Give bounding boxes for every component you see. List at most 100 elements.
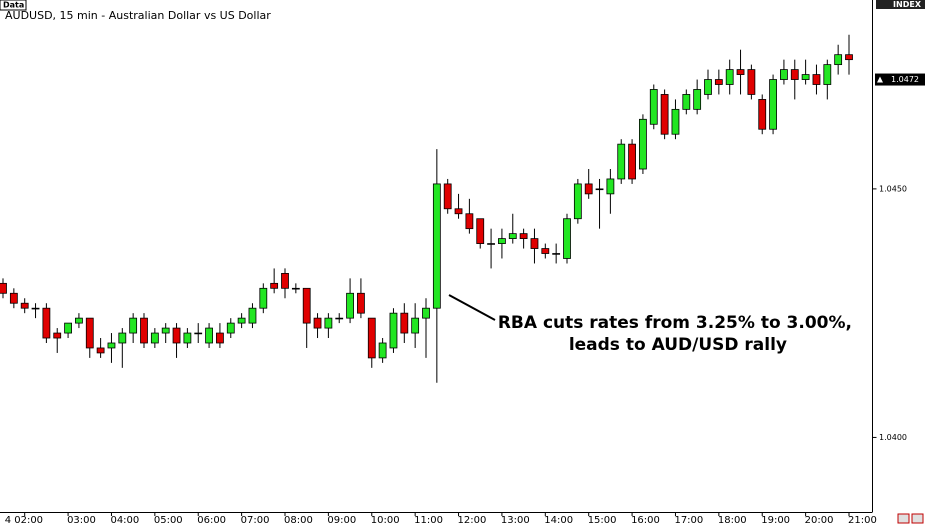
data-tab[interactable] <box>0 0 27 11</box>
candle-body <box>736 69 745 75</box>
candle-body <box>595 188 604 191</box>
x-tick-label: 07:00 <box>241 515 270 525</box>
candle-body <box>780 69 788 80</box>
x-tick-label: 12:00 <box>458 515 487 525</box>
candle-body <box>476 218 485 244</box>
candle-body <box>704 79 712 95</box>
candle-body <box>259 287 268 309</box>
candle-body <box>649 89 658 125</box>
x-tick-label: 20:00 <box>805 515 834 525</box>
candle-body <box>42 307 51 339</box>
x-tick-label: 17:00 <box>674 515 703 525</box>
x-tick-label: 04:00 <box>110 515 139 525</box>
candle-body <box>487 243 495 245</box>
data-tab-label: Data <box>3 1 24 10</box>
x-tick-label: 03:00 <box>67 515 96 525</box>
candle-body <box>454 208 463 215</box>
candle-body <box>563 218 571 259</box>
candle-body <box>769 79 777 130</box>
candle-body <box>671 108 680 135</box>
candle-body <box>812 74 821 85</box>
candle-body <box>302 287 311 324</box>
x-tick-label: 21:00 <box>848 515 877 525</box>
candle-body <box>20 302 29 309</box>
candle-body <box>9 292 18 304</box>
candle-body <box>693 89 702 110</box>
candle-body <box>96 347 105 354</box>
candle-body <box>140 317 148 344</box>
candle-body <box>465 213 474 230</box>
candle-body <box>639 118 647 170</box>
x-tick-label: 05:00 <box>154 515 183 525</box>
candle-body <box>400 312 409 334</box>
candle-body <box>411 317 420 334</box>
candle-body <box>617 143 626 180</box>
candle-body <box>432 183 441 309</box>
x-tick-label: 08:00 <box>284 515 313 525</box>
candle-body <box>183 332 192 344</box>
candle-body <box>248 307 257 324</box>
candle-body <box>129 317 138 334</box>
candle-body <box>747 69 756 95</box>
candle-body <box>660 94 669 135</box>
y-tick-label: 1.0400 <box>879 433 907 442</box>
candle-body <box>205 327 213 344</box>
candle-body <box>172 327 181 344</box>
candle-body <box>552 253 561 255</box>
candle-body <box>237 317 246 324</box>
candle-body <box>834 54 843 66</box>
scroll-button[interactable] <box>911 513 924 524</box>
candle-body <box>324 317 333 329</box>
candle-body <box>790 69 799 80</box>
x-tick-label: 06:00 <box>197 515 226 525</box>
x-tick-label: 09:00 <box>327 515 356 525</box>
candle-body <box>758 99 767 130</box>
candle-body <box>714 79 723 85</box>
annotation-pointer <box>448 294 496 321</box>
candle-body <box>31 307 40 310</box>
candle-body <box>378 342 387 359</box>
candle-body <box>584 183 593 195</box>
candle-body <box>194 332 203 335</box>
price-label-box <box>875 73 925 86</box>
candle-body <box>389 312 398 349</box>
candle-body <box>573 183 582 220</box>
index-tab-label: INDEX <box>893 0 922 9</box>
x-tick-label: 15:00 <box>588 515 617 525</box>
candle-body <box>291 287 300 290</box>
candle-body <box>519 233 528 240</box>
candle-body <box>150 332 159 344</box>
candle-body <box>508 233 517 240</box>
candle-body <box>541 248 550 254</box>
y-tick-label: 1.0450 <box>879 184 907 193</box>
candle-body <box>226 322 235 334</box>
candle-body <box>75 317 83 324</box>
scroll-button[interactable] <box>897 513 910 524</box>
candle-body <box>628 143 636 180</box>
price-label-arrow <box>877 76 883 83</box>
x-tick-label: 18:00 <box>718 515 747 525</box>
candle-body <box>845 54 853 61</box>
candle-body <box>367 317 376 359</box>
x-tick-label: 14:00 <box>544 515 573 525</box>
candle-body <box>270 282 279 289</box>
candle-body <box>281 272 289 289</box>
candle-body <box>118 332 127 344</box>
candle-body <box>0 282 7 294</box>
candle-body <box>161 327 170 334</box>
candle-body <box>107 342 116 349</box>
candle-body <box>823 64 832 85</box>
candle-body <box>422 307 430 319</box>
candle-body <box>606 178 615 195</box>
candle-body <box>335 317 344 320</box>
candle-body <box>346 292 354 319</box>
annotation-line: leads to AUD/USD rally <box>569 335 787 355</box>
price-label: 1.0472 <box>891 75 919 84</box>
candle-body <box>357 292 365 314</box>
x-tick-label: 13:00 <box>501 515 530 525</box>
candle-body <box>682 94 691 110</box>
candle-body <box>530 238 539 249</box>
index-tab[interactable] <box>876 0 925 9</box>
x-tick-label: 4 02:00 <box>5 515 43 525</box>
